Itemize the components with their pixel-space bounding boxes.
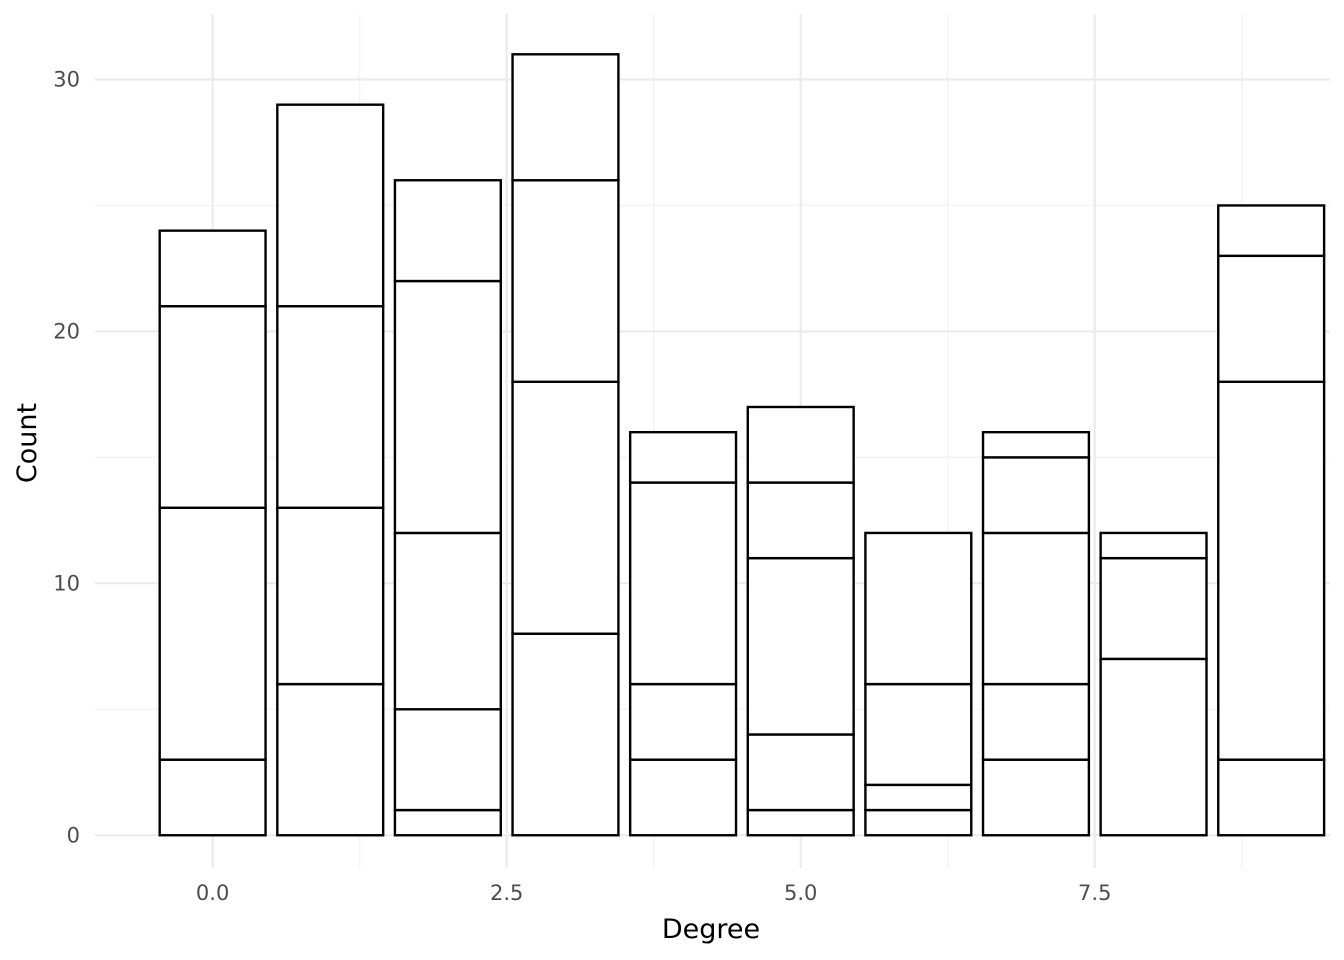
bar-segment [628, 481, 738, 686]
bar-segment [158, 305, 267, 509]
y-tick-label: 10 [53, 571, 80, 595]
bar-segment [276, 506, 385, 686]
bars [158, 53, 1326, 837]
bar-6 [864, 531, 973, 837]
x-tick-labels: 0.0 2.5 5.0 7.5 [196, 881, 1112, 905]
y-tick-label: 30 [53, 67, 80, 91]
bar-segment [1099, 556, 1208, 661]
bar-segment [511, 53, 620, 182]
bar-2 [393, 179, 502, 837]
bar-segment [511, 632, 620, 837]
bar-segment [158, 758, 267, 837]
bar-segment [511, 179, 620, 383]
x-tick-label: 2.5 [490, 881, 523, 905]
bar-segment [981, 758, 1091, 837]
bar-segment [746, 405, 855, 484]
bar-4 [628, 430, 738, 837]
bar-segment [746, 556, 855, 736]
bar-segment [864, 682, 973, 787]
bar-segment [628, 758, 738, 837]
bar-segment [746, 733, 855, 812]
bar-8 [1099, 531, 1208, 837]
x-tick-label: 0.0 [196, 881, 229, 905]
bar-segment [746, 808, 855, 837]
bar-segment [981, 682, 1091, 761]
bar-segment [1217, 254, 1326, 383]
bar-segment [276, 305, 385, 509]
bar-segment [864, 808, 973, 837]
y-tick-label: 20 [53, 319, 80, 343]
x-tick-label: 7.5 [1078, 881, 1111, 905]
bar-segment [511, 380, 620, 635]
bar-segment [981, 456, 1091, 535]
bar-segment [864, 783, 973, 812]
bar-segment [1217, 380, 1326, 761]
bar-segment [276, 103, 385, 308]
bar-segment [628, 682, 738, 761]
x-tick-label: 5.0 [784, 881, 817, 905]
bar-segment [1217, 204, 1326, 258]
bar-segment [746, 481, 855, 560]
y-axis-title: Count [12, 403, 43, 483]
bar-segment [276, 682, 385, 837]
bar-segment [393, 279, 502, 535]
bar-segment [158, 229, 267, 308]
bar-1 [276, 103, 385, 837]
bar-5 [746, 405, 855, 837]
bar-segment [981, 531, 1091, 686]
bar-9 [1217, 204, 1326, 837]
bar-segment [158, 506, 267, 761]
x-axis-title: Degree [662, 914, 760, 945]
bar-segment [393, 179, 502, 283]
bar-segment [1099, 657, 1208, 837]
bar-segment [393, 808, 502, 837]
bar-segment [628, 430, 738, 484]
y-tick-label: 0 [67, 823, 80, 847]
bar-segment [1099, 531, 1208, 560]
bar-0 [158, 229, 267, 837]
y-tick-labels: 0 10 20 30 [53, 67, 80, 847]
bar-segment [393, 531, 502, 711]
bar-3 [511, 53, 620, 837]
bar-segment [393, 708, 502, 812]
bar-segment [864, 531, 973, 686]
bar-segment [981, 430, 1091, 459]
bar-7 [981, 430, 1091, 837]
bar-segment [1217, 758, 1326, 837]
